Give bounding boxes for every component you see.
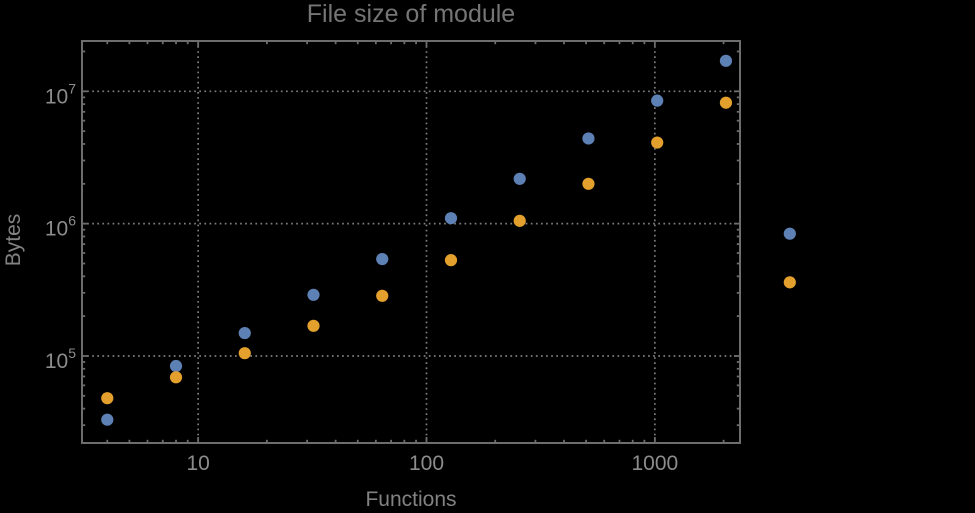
data-point-series-2-orange [307,319,320,332]
data-point-series-2-orange [719,96,733,109]
data-point-series-2-orange [444,254,458,267]
y-tick-label: 105 [45,345,76,373]
data-point-series-1-blue [444,212,458,225]
data-point-series-2-orange [101,392,114,405]
data-point-series-1-blue [651,94,664,107]
plot-frame [81,40,741,444]
x-tick-label: 1000 [631,452,678,475]
data-point-series-2-orange [238,347,251,360]
data-point-series-2-orange [582,177,595,190]
data-point-series-1-blue [101,413,114,426]
chart-title: File size of module [306,0,516,28]
data-point-series-1-blue [719,54,733,67]
data-point-series-1-blue [238,326,251,340]
data-point-series-2-orange [783,276,796,289]
data-point-series-1-blue [376,252,389,266]
data-point-series-1-blue [169,359,183,373]
data-point-series-2-orange [513,214,526,227]
data-point-series-2-orange [376,289,389,302]
x-tick-label: 100 [409,452,444,475]
data-point-series-1-blue [783,227,796,240]
data-point-series-2-orange [651,136,664,149]
data-point-series-1-blue [513,172,526,185]
data-point-series-2-orange [169,371,183,384]
y-tick-label: 107 [45,80,76,108]
data-point-series-1-blue [582,132,595,145]
y-tick-label: 106 [45,213,76,241]
x-axis-label: Functions [365,488,457,511]
x-tick-label: 10 [186,452,209,475]
data-point-series-1-blue [307,288,320,301]
